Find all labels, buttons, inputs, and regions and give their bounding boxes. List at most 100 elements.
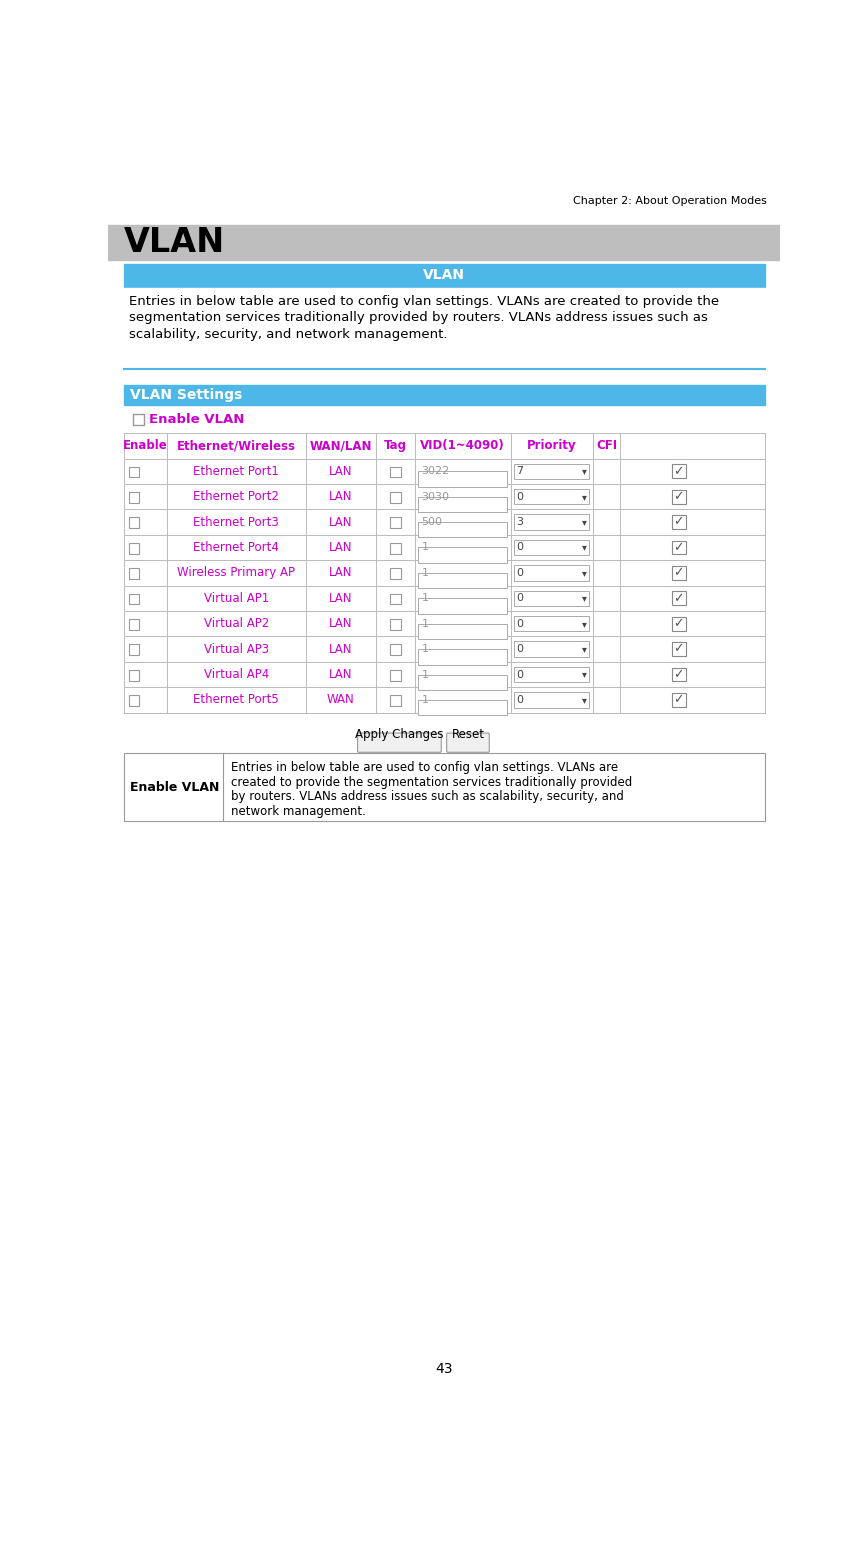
Text: Chapter 2: About Operation Modes: Chapter 2: About Operation Modes — [573, 196, 767, 205]
Bar — [389, 543, 401, 554]
Bar — [124, 484, 765, 509]
Bar — [514, 641, 589, 657]
Text: 0: 0 — [516, 543, 523, 552]
Bar — [514, 692, 589, 708]
Text: Tag: Tag — [383, 439, 407, 453]
Text: Priority: Priority — [527, 439, 577, 453]
Text: LAN: LAN — [329, 490, 353, 503]
Bar — [128, 568, 140, 579]
Text: 1: 1 — [421, 593, 428, 604]
Text: segmentation services traditionally provided by routers. VLANs address issues su: segmentation services traditionally prov… — [128, 311, 707, 325]
Bar — [672, 616, 686, 630]
Bar — [672, 591, 686, 605]
Bar — [389, 568, 401, 579]
Text: ▾: ▾ — [582, 568, 587, 577]
Text: Wireless Primary AP: Wireless Primary AP — [177, 566, 296, 579]
Bar — [418, 471, 506, 487]
Text: ✓: ✓ — [674, 541, 684, 554]
Text: ✓: ✓ — [674, 490, 684, 503]
Text: Enable VLAN: Enable VLAN — [148, 412, 244, 426]
Text: Ethernet/Wireless: Ethernet/Wireless — [177, 439, 296, 453]
Bar — [514, 489, 589, 504]
Bar — [124, 263, 765, 286]
Bar — [128, 594, 140, 604]
Text: network management.: network management. — [231, 804, 366, 818]
Bar — [672, 668, 686, 682]
Bar — [514, 668, 589, 682]
Bar — [672, 464, 686, 478]
Text: 7: 7 — [516, 467, 523, 476]
Text: ▾: ▾ — [582, 619, 587, 629]
Text: Enable: Enable — [122, 439, 167, 453]
Bar — [418, 649, 506, 664]
FancyBboxPatch shape — [447, 733, 489, 752]
Text: 1: 1 — [421, 543, 428, 552]
Text: 3: 3 — [516, 517, 523, 527]
Text: Virtual AP3: Virtual AP3 — [204, 643, 269, 655]
Text: Enable VLAN: Enable VLAN — [130, 781, 219, 794]
Bar — [672, 515, 686, 529]
Bar — [134, 414, 144, 425]
Bar — [124, 688, 765, 713]
Bar — [672, 643, 686, 657]
Text: 1: 1 — [421, 644, 428, 654]
Text: 0: 0 — [516, 492, 523, 501]
Text: Virtual AP1: Virtual AP1 — [204, 591, 269, 605]
Text: scalability, security, and network management.: scalability, security, and network manag… — [128, 328, 447, 341]
Text: LAN: LAN — [329, 643, 353, 655]
Bar — [124, 753, 765, 822]
Bar — [389, 467, 401, 478]
Text: 0: 0 — [516, 593, 523, 604]
Text: ✓: ✓ — [674, 566, 684, 579]
Bar — [418, 573, 506, 588]
Text: WAN/LAN: WAN/LAN — [310, 439, 372, 453]
Text: created to provide the segmentation services traditionally provided: created to provide the segmentation serv… — [231, 776, 632, 789]
Bar — [418, 548, 506, 563]
Text: ▾: ▾ — [582, 492, 587, 501]
Text: Apply Changes: Apply Changes — [355, 728, 444, 741]
Text: WAN: WAN — [327, 694, 355, 706]
Text: 0: 0 — [516, 568, 523, 577]
Bar — [124, 612, 765, 636]
Text: ▾: ▾ — [582, 593, 587, 604]
Text: 0: 0 — [516, 669, 523, 680]
Text: Entries in below table are used to config vlan settings. VLANs are: Entries in below table are used to confi… — [231, 761, 618, 775]
Text: ✓: ✓ — [674, 694, 684, 706]
Bar — [418, 624, 506, 640]
Text: Reset: Reset — [452, 728, 485, 741]
Bar — [128, 543, 140, 554]
Text: 1: 1 — [421, 619, 428, 629]
Bar — [124, 509, 765, 535]
Bar — [514, 616, 589, 632]
Text: 43: 43 — [435, 1362, 453, 1376]
Bar — [418, 700, 506, 716]
Text: ▾: ▾ — [582, 543, 587, 552]
Bar — [672, 490, 686, 504]
Text: ✓: ✓ — [674, 668, 684, 682]
Text: ✓: ✓ — [674, 643, 684, 655]
Text: 3030: 3030 — [421, 492, 449, 501]
Text: 0: 0 — [516, 696, 523, 705]
Bar — [389, 696, 401, 706]
Text: LAN: LAN — [329, 591, 353, 605]
Bar — [389, 671, 401, 680]
Bar — [128, 696, 140, 706]
Text: ▾: ▾ — [582, 696, 587, 705]
Text: VLAN: VLAN — [423, 268, 465, 282]
Bar — [124, 636, 765, 661]
Bar — [124, 661, 765, 688]
Text: ▾: ▾ — [582, 644, 587, 654]
Bar — [128, 492, 140, 503]
Bar — [418, 496, 506, 512]
Text: Ethernet Port5: Ethernet Port5 — [193, 694, 279, 706]
Text: Virtual AP2: Virtual AP2 — [204, 618, 269, 630]
Bar — [514, 540, 589, 555]
Bar — [672, 692, 686, 706]
Bar — [418, 523, 506, 537]
Text: 3022: 3022 — [421, 467, 450, 476]
Text: ▾: ▾ — [582, 517, 587, 527]
Bar — [124, 288, 765, 366]
Bar — [418, 674, 506, 689]
Text: Virtual AP4: Virtual AP4 — [204, 668, 269, 682]
Bar — [514, 565, 589, 580]
